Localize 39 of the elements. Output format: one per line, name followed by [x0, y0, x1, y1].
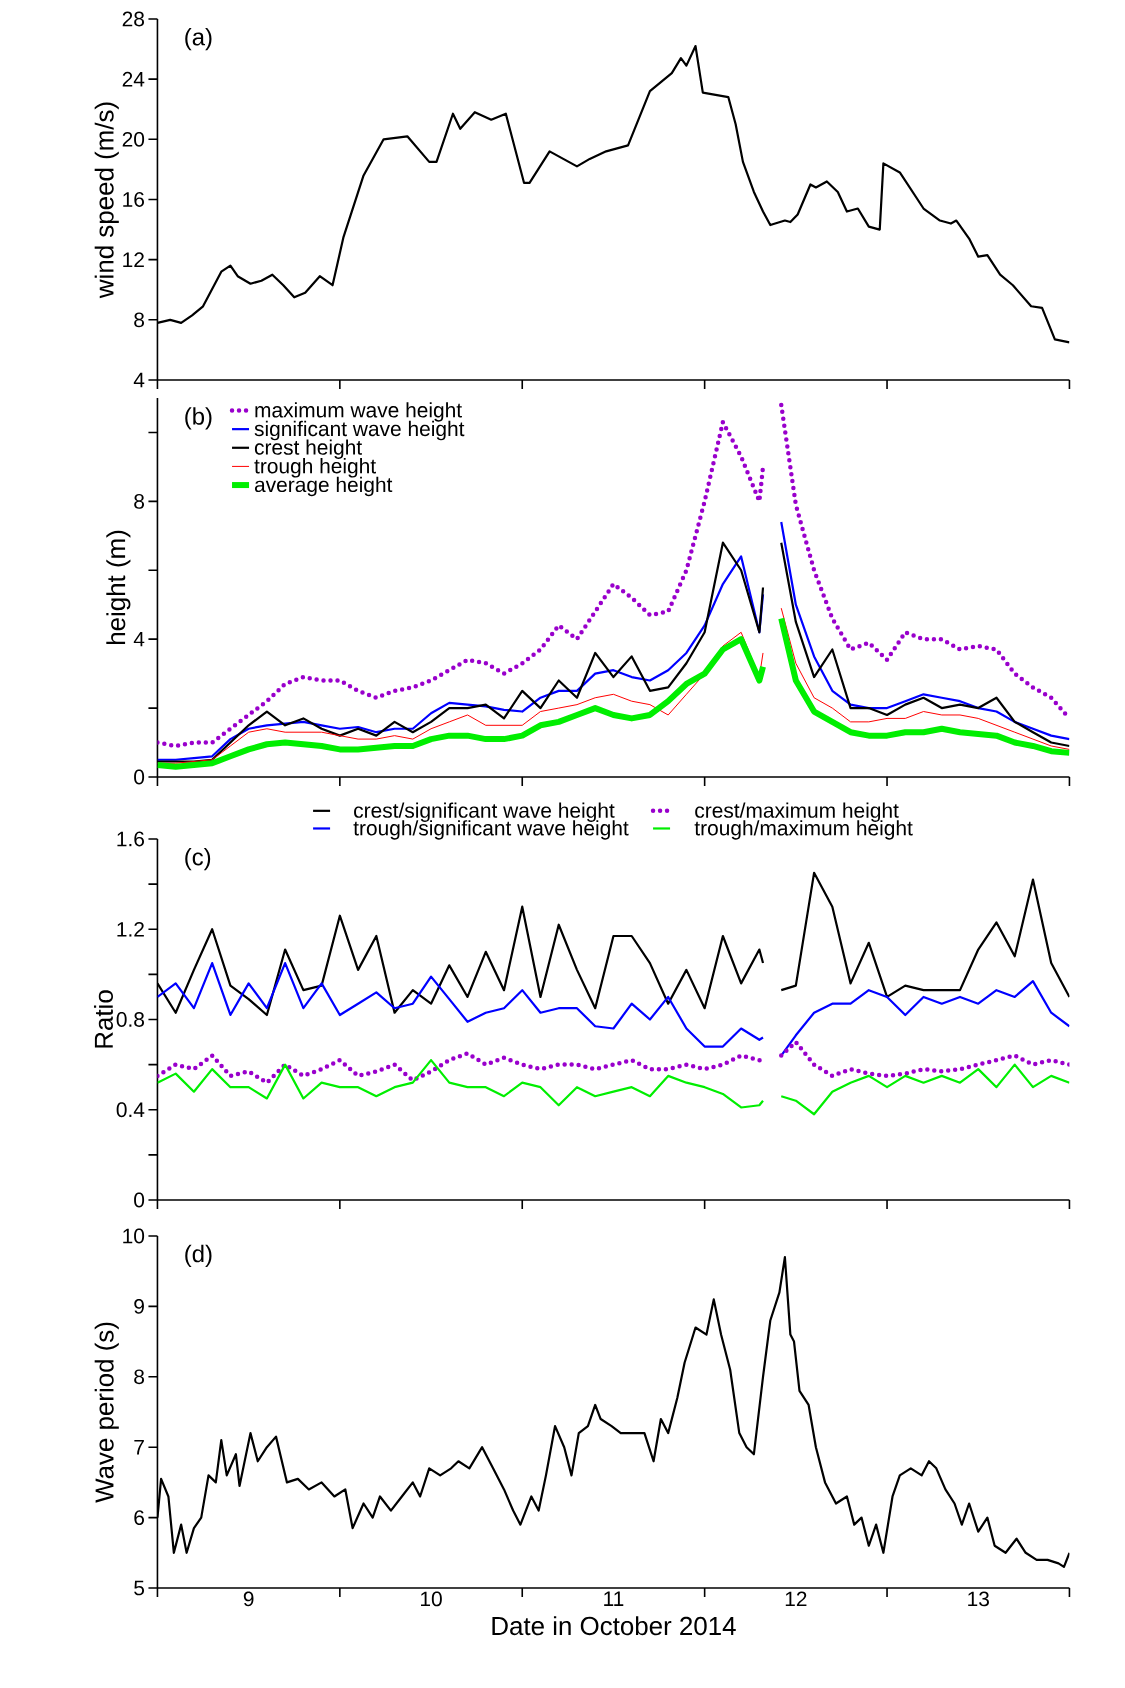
- y-tick-label: 24: [122, 71, 145, 87]
- y-axis-title: Ratio: [93, 990, 113, 1048]
- y-axis-title: height (m): [106, 530, 131, 644]
- legend-label: significant wave height: [254, 420, 465, 441]
- y-tick-label: 8: [133, 1369, 144, 1385]
- y-tick-label: 10: [123, 1228, 144, 1244]
- x-axis-title: Date in October 2014: [492, 1616, 736, 1636]
- y-tick-label: 0.8: [116, 1012, 144, 1027]
- x-tick-label: 9: [243, 1591, 254, 1607]
- annotation: (b): [185, 407, 212, 430]
- y-tick-label: 28: [122, 11, 144, 27]
- y-tick-label: 16: [123, 192, 144, 207]
- y-tick-label: 7: [134, 1440, 144, 1455]
- legend-label: trough/maximum height: [694, 820, 913, 840]
- y-axis-title: wind speed (m/s): [94, 102, 119, 299]
- legend-label: trough height: [254, 458, 376, 478]
- y-tick-label: 4: [133, 631, 145, 647]
- x-tick-label: 10: [420, 1591, 442, 1607]
- y-tick-label: 8: [133, 493, 144, 509]
- y-tick-label: 5: [133, 1580, 144, 1596]
- y-tick-label: 12: [123, 252, 144, 267]
- y-tick-label: 0: [133, 769, 144, 785]
- x-tick-label: 12: [785, 1591, 807, 1607]
- y-axis-title: Wave period (s): [94, 1322, 119, 1503]
- x-tick-label: 13: [967, 1591, 989, 1607]
- annotation: (c): [185, 847, 210, 871]
- y-tick-label: 9: [134, 1298, 144, 1314]
- y-tick-label: 1.6: [117, 831, 144, 847]
- y-tick-label: 4: [133, 372, 145, 388]
- y-tick-label: 0.4: [116, 1102, 145, 1118]
- annotation: (d): [185, 1244, 212, 1268]
- y-tick-label: 1.2: [117, 921, 144, 937]
- x-tick-label: 11: [603, 1591, 624, 1606]
- annotation: (a): [185, 27, 212, 51]
- legend-label: trough/significant wave height: [353, 820, 629, 840]
- y-tick-label: 6: [134, 1510, 144, 1525]
- y-tick-label: 8: [133, 312, 144, 328]
- y-tick-label: 0: [133, 1192, 144, 1208]
- y-tick-label: 20: [122, 131, 144, 147]
